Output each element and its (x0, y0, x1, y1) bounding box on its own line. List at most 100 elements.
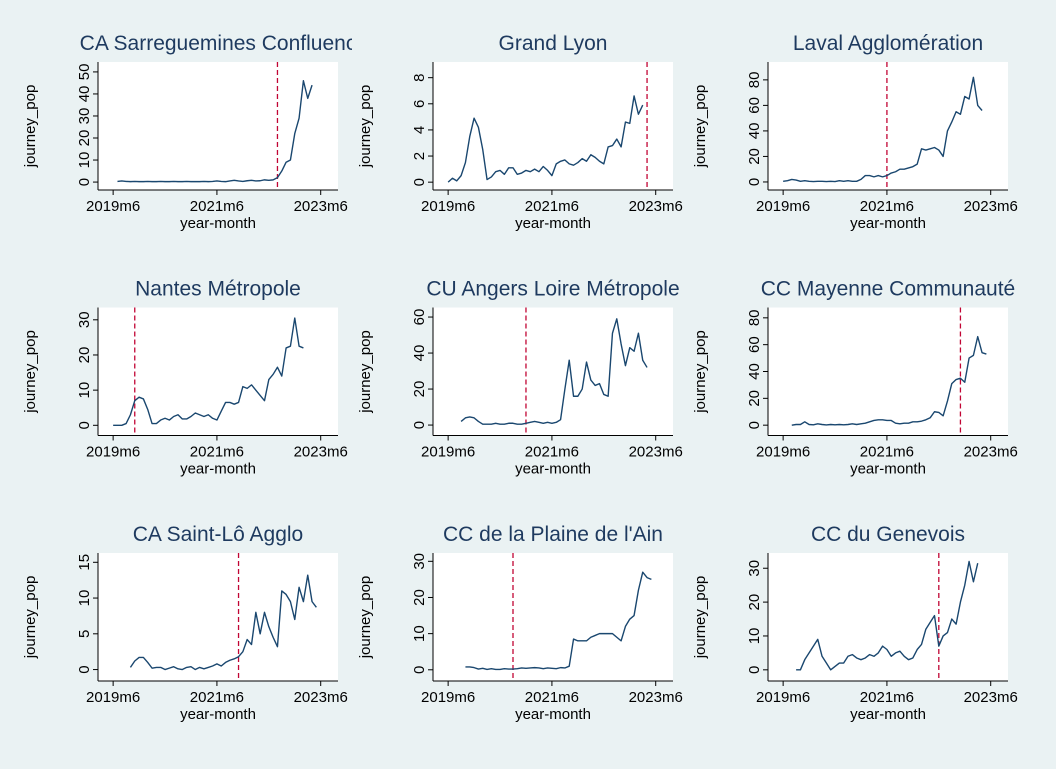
data-line (129, 574, 317, 671)
panel: CC du Genevois 0 10 20 30 2019m6 2021m6 2023m6 y… (692, 523, 1018, 723)
x-tick-label: 2021m6 (190, 198, 244, 215)
y-tick-label: 20 (411, 381, 428, 398)
y-tick-label: 30 (746, 560, 763, 577)
y-tick-label: 20 (411, 589, 428, 606)
x-tick-label: 2021m6 (525, 198, 579, 215)
y-axis-label: journey_pop (22, 85, 39, 169)
x-tick-label: 2023m6 (294, 444, 348, 461)
plot-area (433, 553, 673, 681)
plot-area (768, 307, 1008, 436)
y-tick-label: 20 (76, 130, 93, 147)
chart-title: CU Angers Loire Métropole (426, 278, 679, 301)
chart-title: CC du Genevois (811, 523, 965, 546)
x-tick-label: 2021m6 (860, 444, 914, 461)
y-tick-label: 40 (76, 86, 93, 103)
x-tick-label: 2019m6 (421, 198, 475, 215)
y-tick-label: 2 (411, 152, 428, 160)
data-line (460, 318, 648, 425)
plot-area (768, 553, 1008, 681)
y-axis-label: journey_pop (692, 576, 709, 660)
x-tick-label: 2021m6 (860, 689, 914, 706)
plot-area (768, 62, 1008, 190)
y-tick-label: 0 (76, 665, 93, 673)
panel: Nantes Métropole 0 10 20 30 2019m6 2021m6 2023m… (22, 278, 348, 478)
plot-area (98, 307, 338, 436)
x-tick-label: 2023m6 (294, 198, 348, 215)
y-tick-label: 40 (746, 123, 763, 140)
x-tick-label: 2023m6 (629, 444, 683, 461)
chart-title: Laval Agglomération (793, 32, 983, 55)
y-tick-label: 8 (411, 74, 428, 82)
y-tick-label: 40 (411, 345, 428, 362)
y-tick-label: 80 (746, 72, 763, 89)
x-axis-label: year-month (180, 706, 256, 723)
y-tick-label: 20 (746, 148, 763, 165)
y-tick-label: 0 (76, 178, 93, 186)
x-axis-label: year-month (850, 461, 926, 478)
x-tick-label: 2023m6 (964, 444, 1018, 461)
y-axis-label: journey_pop (692, 85, 709, 169)
x-tick-label: 2023m6 (964, 689, 1018, 706)
x-tick-label: 2019m6 (421, 444, 475, 461)
y-tick-label: 10 (76, 382, 93, 399)
y-tick-label: 20 (746, 594, 763, 611)
x-tick-label: 2021m6 (190, 444, 244, 461)
chart-title: Grand Lyon (499, 32, 608, 55)
y-tick-label: 40 (746, 363, 763, 380)
y-axis-label: journey_pop (357, 576, 374, 660)
chart-title: CA Sarreguemines Confluenc (80, 32, 357, 55)
x-tick-label: 2023m6 (294, 689, 348, 706)
y-tick-label: 0 (76, 421, 93, 429)
data-line (796, 560, 979, 671)
chart-title: Nantes Métropole (135, 278, 301, 301)
plot-area (98, 553, 338, 681)
y-tick-label: 50 (76, 64, 93, 81)
x-tick-label: 2019m6 (86, 689, 140, 706)
x-axis-label: year-month (515, 461, 591, 478)
x-tick-label: 2019m6 (86, 198, 140, 215)
panel: Grand Lyon 0 2 4 6 8 2019m6 2021m6 2023m6 year-mo… (357, 32, 683, 232)
data-line (791, 335, 987, 426)
y-tick-label: 10 (76, 590, 93, 607)
chart-title: CC Mayenne Communauté (761, 278, 1015, 301)
y-tick-label: 60 (746, 97, 763, 114)
y-axis-label: journey_pop (357, 85, 374, 169)
x-tick-label: 2023m6 (629, 689, 683, 706)
x-tick-label: 2019m6 (421, 689, 475, 706)
data-line (447, 95, 644, 183)
y-tick-label: 20 (76, 347, 93, 364)
y-tick-label: 0 (746, 421, 763, 429)
x-tick-label: 2019m6 (756, 198, 810, 215)
y-tick-label: 60 (746, 336, 763, 353)
x-axis-label: year-month (180, 461, 256, 478)
y-axis-label: journey_pop (22, 330, 39, 414)
y-axis-label: journey_pop (22, 576, 39, 660)
y-tick-label: 30 (411, 553, 428, 570)
x-tick-label: 2019m6 (86, 444, 140, 461)
x-axis-label: year-month (850, 706, 926, 723)
x-tick-label: 2021m6 (860, 198, 914, 215)
y-tick-label: 10 (76, 152, 93, 169)
x-axis-label: year-month (850, 215, 926, 232)
x-axis-label: year-month (515, 706, 591, 723)
y-tick-label: 15 (76, 554, 93, 571)
y-axis-label: journey_pop (692, 330, 709, 414)
panel: CA Saint-Lô Agglo 0 5 10 15 2019m6 2021m6 2023m… (22, 523, 348, 723)
y-tick-label: 0 (411, 666, 428, 674)
data-line (117, 80, 313, 183)
y-tick-label: 30 (76, 108, 93, 125)
x-tick-label: 2023m6 (964, 198, 1018, 215)
x-tick-label: 2021m6 (525, 444, 579, 461)
plot-area (98, 62, 338, 190)
data-line (783, 76, 983, 183)
panel: CU Angers Loire Métropole 0 20 40 60 2019m6 20… (357, 278, 683, 478)
x-axis-label: year-month (180, 215, 256, 232)
y-tick-label: 80 (746, 309, 763, 326)
data-line (465, 571, 652, 671)
y-tick-label: 5 (76, 630, 93, 638)
y-tick-label: 6 (411, 100, 428, 108)
y-tick-label: 20 (746, 390, 763, 407)
y-tick-label: 10 (746, 628, 763, 645)
x-tick-label: 2021m6 (525, 689, 579, 706)
